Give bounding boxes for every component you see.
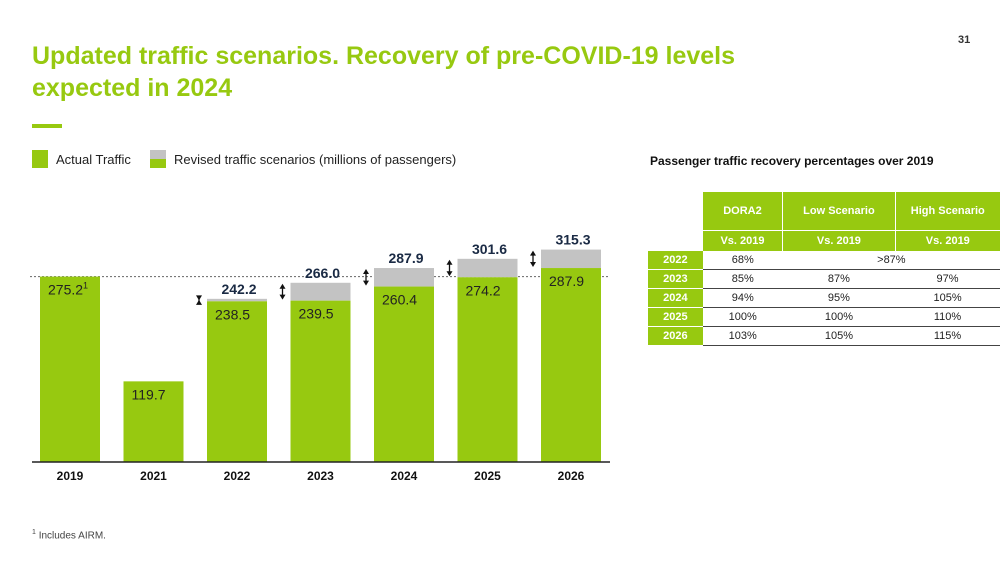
table-row: 2026 103% 105% 115% (648, 326, 1000, 346)
cell-high: 97% (895, 269, 1000, 289)
footnote-text: Includes AIRM. (38, 530, 106, 542)
table-row: 2023 85% 87% 97% (648, 269, 1000, 289)
range-arrow-head-down-2023 (279, 294, 286, 300)
table-row: 2022 68% >87% (648, 251, 1000, 270)
actual-traffic-bar-2026 (541, 268, 601, 462)
row-year: 2024 (648, 288, 703, 308)
x-tick-label-2025: 2025 (474, 469, 501, 483)
revised-scenario-bar-2023 (290, 282, 351, 301)
cell-dora2: 103% (702, 326, 783, 346)
table-subheader-row: Vs. 2019 Vs. 2019 Vs. 2019 (648, 230, 1000, 252)
range-arrow-head-up-2023 (279, 283, 286, 289)
subheader-corner (648, 231, 703, 252)
x-tick-label-2026: 2026 (558, 469, 585, 483)
cell-high: 110% (895, 307, 1000, 327)
scenario-value-label-2026: 315.3 (555, 232, 590, 248)
actual-value-label-2025: 274.2 (466, 282, 501, 298)
range-arrow-head-up-2025 (446, 259, 453, 265)
actual-value-label-2021: 119.7 (132, 386, 166, 402)
revised-scenario-bar-2022 (207, 298, 267, 302)
row-year: 2025 (648, 307, 703, 327)
cell-low: 87% (782, 269, 896, 289)
legend-revised-label: Revised traffic scenarios (millions of p… (174, 151, 457, 167)
header-high-scenario: High Scenario (894, 192, 1000, 231)
cell-dora2: 68% (702, 251, 783, 270)
scenario-value-label-2024: 287.9 (388, 250, 423, 266)
range-arrow-head-up-2024 (363, 269, 369, 275)
actual-traffic-bar-2022 (207, 301, 267, 462)
cell-dora2: 94% (702, 288, 783, 308)
row-year: 2023 (648, 269, 703, 289)
actual-traffic-bar-2021 (123, 381, 184, 462)
cell-low: 100% (782, 307, 896, 327)
range-arrow-head-up-2022 (196, 299, 202, 305)
cell-low: 95% (782, 288, 896, 308)
cell-low: 105% (782, 326, 896, 346)
scenario-value-label-2022: 242.2 (221, 281, 256, 297)
cell-dora2: 100% (702, 307, 783, 327)
actual-traffic-bar-2023 (290, 300, 351, 462)
actual-traffic-bar-2024 (374, 286, 434, 462)
revised-scenario-bar-2024 (374, 268, 434, 287)
actual-traffic-bar-2025 (457, 277, 518, 462)
scenario-value-label-2025: 301.6 (472, 241, 507, 257)
table-title: Passenger traffic recovery percentages o… (650, 154, 934, 168)
revised-scenario-bar-2026 (541, 249, 601, 269)
cell-high: 105% (895, 288, 1000, 308)
range-arrow-head-down-2022 (196, 295, 202, 301)
header-low-scenario: Low Scenario (782, 192, 896, 231)
table-row: 2025 100% 100% 110% (648, 307, 1000, 327)
legend-revised-swatch (150, 150, 166, 168)
range-arrow-head-down-2025 (446, 271, 453, 277)
traffic-bar-chart: 275.21 2019 119.7 2021 238.5 242.2 2022 239.5 26… (30, 232, 610, 483)
actual-value-label-2019: 275.21 (48, 281, 88, 298)
header-dora2: DORA2 (702, 192, 783, 231)
row-year: 2022 (648, 251, 703, 270)
subheader-dora2: Vs. 2019 (702, 230, 783, 251)
actual-value-label-2024: 260.4 (382, 292, 417, 308)
x-tick-label-2022: 2022 (224, 469, 251, 483)
range-arrow-head-down-2024 (363, 280, 369, 286)
legend-actual-label: Actual Traffic (56, 151, 131, 167)
row-year: 2026 (648, 326, 703, 346)
cell-scenarios-merged: >87% (782, 251, 1000, 270)
legend-revised: Revised traffic scenarios (millions of p… (150, 150, 456, 168)
scenario-value-label-2023: 266.0 (305, 265, 340, 281)
range-arrow-head-down-2026 (530, 262, 536, 268)
title-underline (32, 124, 62, 128)
legend-actual-swatch (32, 150, 48, 168)
x-tick-label-2023: 2023 (307, 469, 334, 483)
subheader-low: Vs. 2019 (782, 230, 896, 251)
page-title: Updated traffic scenarios. Recovery of p… (32, 42, 736, 102)
x-tick-label-2019: 2019 (57, 469, 84, 483)
footnote: 1 Includes AIRM. (32, 529, 106, 541)
footnote-superscript: 1 (83, 281, 88, 291)
actual-traffic-bar-2019 (40, 276, 100, 462)
subheader-high: Vs. 2019 (894, 230, 1000, 251)
cell-high: 115% (895, 326, 1000, 346)
x-tick-label-2021: 2021 (140, 469, 167, 483)
actual-value-label-2026: 287.9 (549, 273, 584, 289)
cell-dora2: 85% (702, 269, 783, 289)
actual-value-label-2022: 238.5 (215, 306, 250, 322)
actual-value-label-2023: 239.5 (299, 306, 334, 322)
table-header-row: DORA2 Low Scenario High Scenario (648, 192, 1000, 231)
footnote-marker: 1 (32, 529, 36, 536)
revised-scenario-bar-2025 (457, 258, 518, 278)
page-number: 31 (958, 34, 971, 46)
range-arrow-head-up-2026 (530, 250, 536, 256)
table-row: 2024 94% 95% 105% (648, 288, 1000, 308)
recovery-table: DORA2 Low Scenario High Scenario Vs. 201… (648, 192, 1000, 346)
legend-actual: Actual Traffic (32, 150, 131, 168)
header-corner (648, 192, 703, 231)
x-tick-label-2024: 2024 (391, 469, 418, 483)
